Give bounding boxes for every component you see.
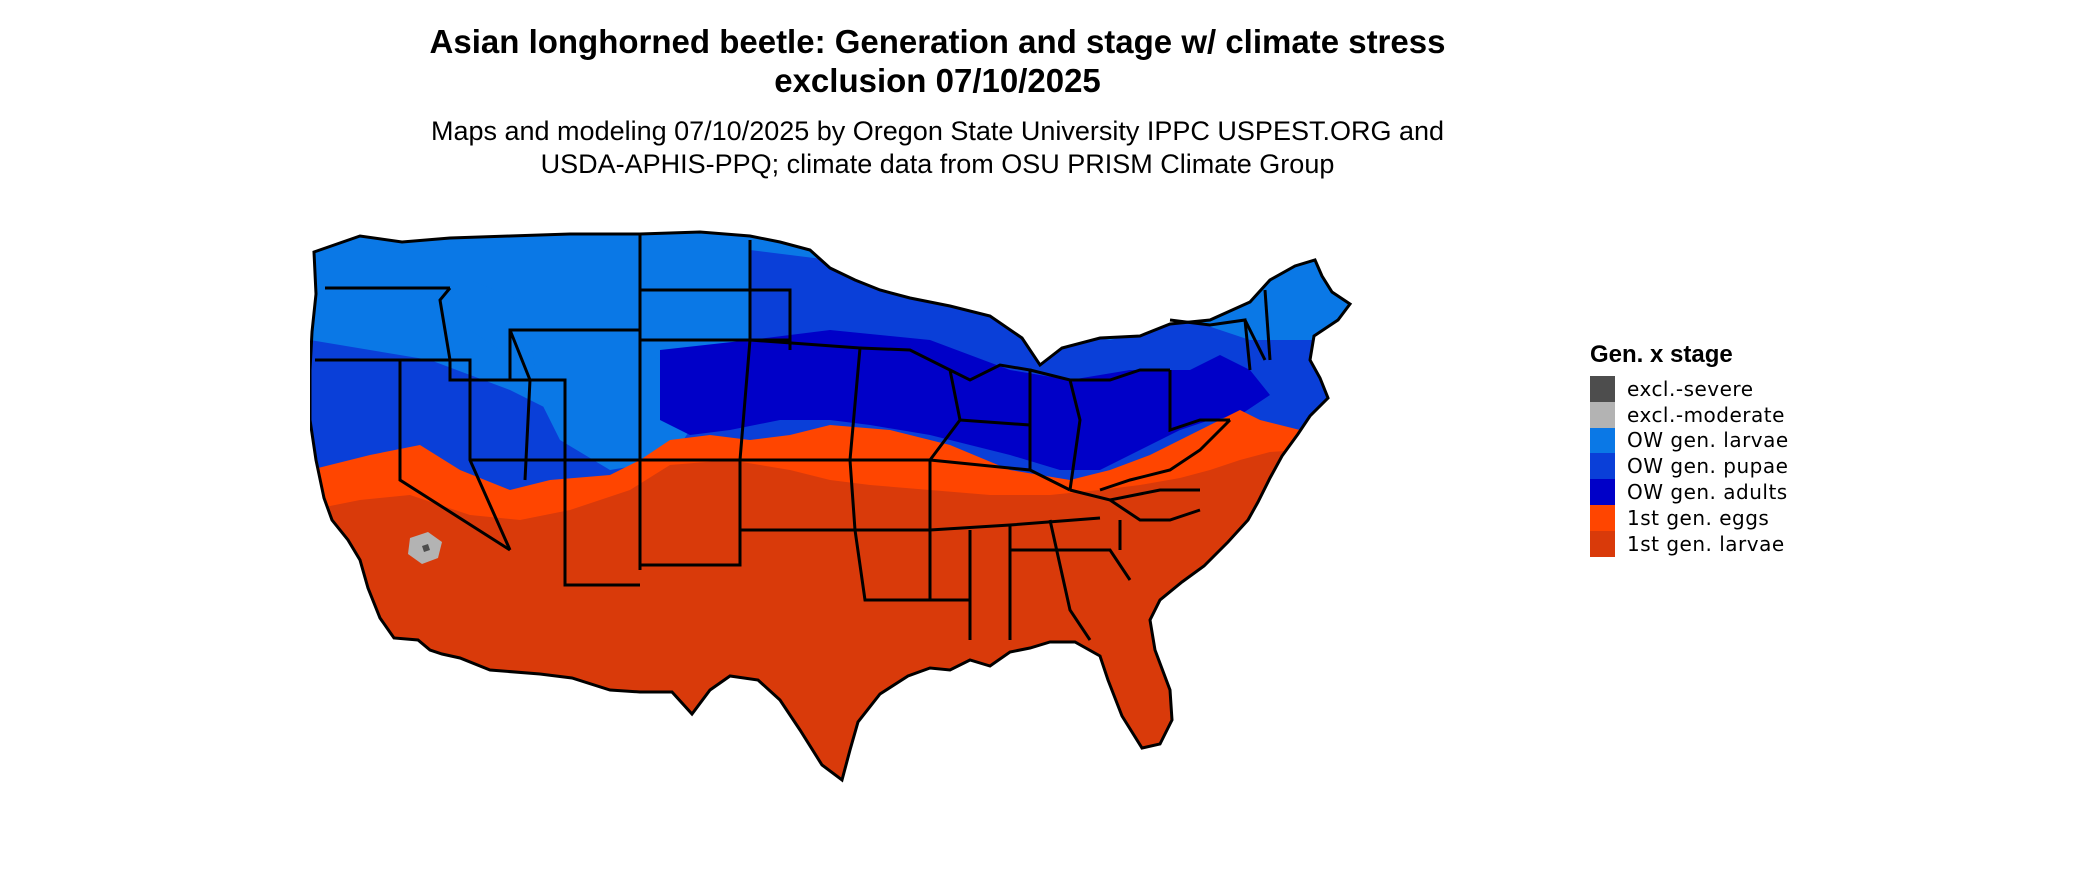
- legend-item: excl.-severe: [1590, 376, 1910, 402]
- legend-item: OW gen. pupae: [1590, 453, 1910, 480]
- map-title-line-2: exclusion 07/10/2025: [774, 62, 1101, 99]
- map-subtitle-line-1: Maps and modeling 07/10/2025 by Oregon S…: [430, 116, 1445, 146]
- legend-swatch: [1590, 376, 1615, 402]
- legend-label: 1st gen. eggs: [1627, 505, 1770, 530]
- legend-swatch: [1590, 530, 1615, 557]
- legend-label: OW gen. pupae: [1627, 454, 1789, 479]
- legend-swatch: [1590, 453, 1615, 480]
- legend-swatch: [1590, 427, 1615, 454]
- legend-item: 1st gen. larvae: [1590, 530, 1910, 557]
- us-map: [310, 230, 1352, 782]
- legend-swatch: [1590, 504, 1615, 531]
- legend-label: 1st gen. larvae: [1627, 531, 1785, 556]
- map-title-line-1: Asian longhorned beetle: Generation and …: [429, 23, 1446, 60]
- state-borders: [310, 230, 1352, 782]
- title-block: Asian longhorned beetle: Generation and …: [270, 22, 1605, 181]
- legend-items: excl.-severe excl.-moderate OW gen. larvae…: [1590, 376, 1910, 557]
- legend-item: 1st gen. eggs: [1590, 504, 1910, 531]
- legend-item: OW gen. larvae: [1590, 427, 1910, 454]
- legend-label: OW gen. adults: [1627, 480, 1788, 505]
- map-title: Asian longhorned beetle: Generation and …: [270, 22, 1605, 100]
- map-legend: Gen. x stage excl.-severe excl.-moderate O…: [1590, 340, 1910, 557]
- legend-item: excl.-moderate: [1590, 401, 1910, 428]
- legend-label: excl.-severe: [1627, 376, 1754, 401]
- legend-label: excl.-moderate: [1627, 402, 1785, 427]
- legend-title: Gen. x stage: [1590, 341, 1733, 368]
- legend-swatch: [1590, 479, 1615, 505]
- map-subtitle: Maps and modeling 07/10/2025 by Oregon S…: [270, 115, 1605, 181]
- legend-swatch: [1590, 401, 1615, 428]
- legend-label: OW gen. larvae: [1627, 428, 1789, 453]
- map-subtitle-line-2: USDA-APHIS-PPQ; climate data from OSU PR…: [540, 149, 1335, 179]
- legend-item: OW gen. adults: [1590, 479, 1910, 505]
